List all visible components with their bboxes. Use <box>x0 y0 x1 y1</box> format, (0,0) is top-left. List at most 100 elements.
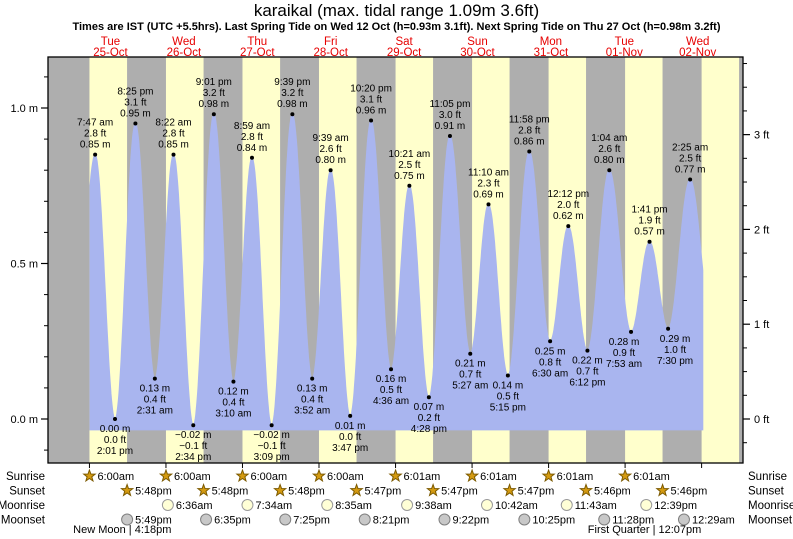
high-tide-label: 11:58 pm <box>509 115 550 126</box>
low-tide-label: 0.00 m <box>100 424 131 435</box>
low-tide-label: 7:30 pm <box>657 356 693 367</box>
high-tide-label: 9:01 pm <box>196 77 232 88</box>
tide-extreme-dot <box>290 112 295 117</box>
tide-extreme-dot <box>133 121 138 126</box>
sunset-time: 5:46pm <box>671 486 708 498</box>
tide-extreme-dot <box>269 423 274 428</box>
right-axis-tick-label: 1 ft <box>754 319 769 331</box>
row-label-left-sunrise: Sunrise <box>6 471 45 483</box>
high-tide-label: 0.91 m <box>435 121 466 132</box>
sunset-time: 5:48pm <box>135 486 172 498</box>
row-label-right-moonset: Moonset <box>748 515 793 527</box>
day-name-label: Mon <box>540 36 562 48</box>
tide-extreme-dot <box>211 112 216 117</box>
tide-extreme-dot <box>447 133 452 138</box>
sunset-time: 5:47pm <box>518 486 555 498</box>
day-name-label: Thu <box>247 36 267 48</box>
day-name-label: Fri <box>324 36 337 48</box>
low-tide-label: 0.8 ft <box>539 357 561 368</box>
sunrise-time: 6:00am <box>174 471 211 483</box>
moon-phase-label: First Quarter | 12:07pm <box>588 524 702 536</box>
tide-extreme-dot <box>607 168 612 173</box>
high-tide-label: 0.85 m <box>158 140 189 151</box>
moonrise-time: 11:43am <box>575 500 617 512</box>
low-tide-label: 3:10 am <box>215 409 251 420</box>
moonrise-icon <box>480 499 493 511</box>
moonrise-time: 12:39pm <box>654 500 697 512</box>
day-date-label: 26-Oct <box>167 47 202 59</box>
moonrise-icon <box>161 499 174 511</box>
tide-extreme-dot <box>505 373 510 378</box>
low-tide-label: 0.22 m <box>572 356 603 367</box>
moonset-icon <box>279 513 292 526</box>
row-label-right-sunrise: Sunrise <box>748 471 787 483</box>
moonrise-icon <box>241 499 254 511</box>
low-tide-label: 2:01 pm <box>97 446 133 457</box>
sunset-time: 5:48pm <box>212 486 249 498</box>
sunset-icon <box>426 483 441 497</box>
high-tide-label: 0.77 m <box>675 165 706 176</box>
high-tide-label: 2.6 ft <box>319 144 341 155</box>
day-date-label: 31-Oct <box>534 47 569 59</box>
low-tide-label: 3:52 am <box>294 406 330 417</box>
low-tide-label: 0.7 ft <box>459 370 481 381</box>
sunrise-icon <box>82 468 97 483</box>
sunset-icon <box>502 483 517 497</box>
moonrise-time: 9:38am <box>415 500 452 512</box>
moon-phase-label: New Moon | 4:18pm <box>73 524 171 536</box>
sunset-time: 5:47pm <box>441 486 478 498</box>
spring-tide-subtitle: Times are IST (UTC +5.5hrs). Last Spring… <box>72 21 721 33</box>
high-tide-label: 7:47 am <box>77 118 113 129</box>
tide-extreme-dot <box>389 367 394 372</box>
moonset-time: 10:25pm <box>532 515 575 527</box>
tide-extreme-dot <box>310 376 315 381</box>
high-tide-label: 0.98 m <box>277 99 308 110</box>
moonrise-icon <box>401 499 414 511</box>
low-tide-label: 6:30 am <box>532 368 568 379</box>
high-tide-label: 0.86 m <box>514 137 545 148</box>
low-tide-label: 0.4 ft <box>144 395 166 406</box>
left-axis-tick-label: 0.0 m <box>10 414 38 426</box>
sunrise-time: 6:01am <box>557 471 594 483</box>
row-label-left-sunset: Sunset <box>9 486 46 498</box>
sunset-icon <box>120 483 135 497</box>
tide-extreme-dot <box>647 239 652 244</box>
high-tide-label: 3.2 ft <box>203 88 225 99</box>
high-tide-label: 11:05 pm <box>429 99 470 110</box>
tide-extreme-dot <box>548 339 553 344</box>
tide-extreme-dot <box>249 155 254 160</box>
high-tide-label: 2.8 ft <box>518 126 540 137</box>
sunrise-time: 6:00am <box>327 471 364 483</box>
low-tide-label: 6:12 pm <box>569 378 605 389</box>
sunset-icon <box>273 483 288 497</box>
low-tide-label: 3:09 pm <box>254 452 290 463</box>
high-tide-label: 3.1 ft <box>124 98 146 109</box>
day-date-label: 02-Nov <box>679 47 716 59</box>
sunset-time: 5:47pm <box>365 486 402 498</box>
day-date-label: 25-Oct <box>93 47 128 59</box>
low-tide-label: 0.9 ft <box>613 348 635 359</box>
sunrise-time: 6:01am <box>480 471 517 483</box>
low-tide-label: 5:27 am <box>452 381 488 392</box>
low-tide-label: 0.7 ft <box>576 367 598 378</box>
moonset-icon <box>518 513 531 526</box>
low-tide-label: 0.25 m <box>535 346 566 357</box>
low-tide-label: 0.28 m <box>609 337 640 348</box>
high-tide-label: 2.3 ft <box>477 178 499 189</box>
low-tide-label: −0.02 m <box>175 430 211 441</box>
right-axis-tick-label: 0 ft <box>754 414 769 426</box>
sunset-time: 5:48pm <box>288 486 325 498</box>
high-tide-label: 1.9 ft <box>638 216 660 227</box>
high-tide-label: 1:04 am <box>591 133 627 144</box>
day-name-label: Tue <box>101 36 120 48</box>
high-tide-label: 10:21 am <box>389 149 431 160</box>
tide-extreme-dot <box>566 224 571 229</box>
high-tide-label: 0.80 m <box>594 155 625 166</box>
sunrise-icon <box>465 468 480 483</box>
low-tide-label: −0.02 m <box>253 430 289 441</box>
moonset-icon <box>200 513 213 526</box>
tide-extreme-dot <box>328 168 333 173</box>
day-band <box>701 57 740 463</box>
low-tide-label: 2:34 pm <box>175 452 211 463</box>
tide-curve-area <box>89 113 704 431</box>
